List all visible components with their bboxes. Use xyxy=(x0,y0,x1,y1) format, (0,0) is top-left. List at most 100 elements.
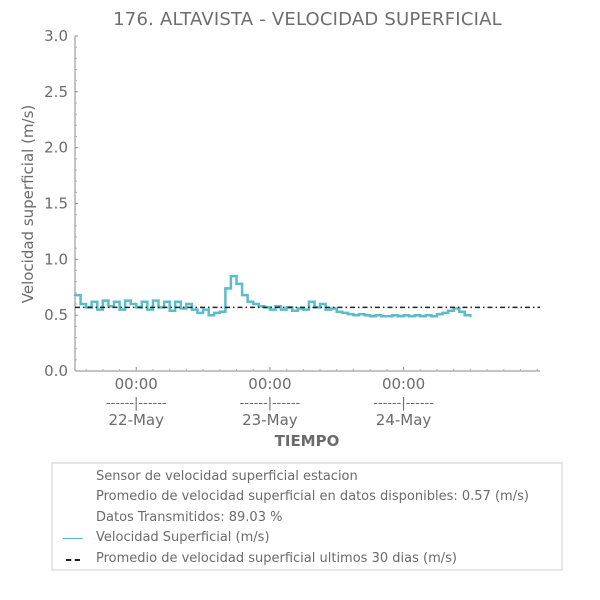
legend-entry-label: Datos Transmitidos: 89.03 % xyxy=(96,510,283,525)
data-point xyxy=(135,306,138,309)
data-point xyxy=(185,302,188,306)
y-tick-label: 0.0 xyxy=(44,362,68,380)
data-point xyxy=(407,315,411,318)
data-point xyxy=(424,314,427,317)
y-tick-label: 2.0 xyxy=(44,139,68,157)
data-point xyxy=(463,314,466,317)
data-point xyxy=(179,307,182,310)
legend-entry-label: Promedio de velocidad superficial ultimo… xyxy=(96,551,457,566)
data-point xyxy=(168,309,171,312)
data-point xyxy=(368,315,372,318)
data-point xyxy=(207,314,210,317)
legend-entry: Velocidad Superficial (m/s) xyxy=(53,528,563,548)
data-point xyxy=(469,315,472,318)
x-tick-separator: ------|------ xyxy=(106,396,167,411)
y-tick-label: 1.0 xyxy=(44,250,68,268)
legend-entry: Promedio de velocidad superficial en dat… xyxy=(53,487,563,507)
data-point xyxy=(430,315,433,318)
x-tick-date: 22-May xyxy=(108,411,164,429)
series-line-velocity xyxy=(75,274,472,318)
data-point xyxy=(129,302,132,306)
data-point xyxy=(151,299,155,302)
data-point xyxy=(374,314,377,317)
data-point xyxy=(352,314,355,317)
x-tick-time: 00:00 xyxy=(115,375,158,393)
y-tick-label: 1.5 xyxy=(44,195,68,213)
data-point xyxy=(357,312,361,316)
data-point xyxy=(285,306,288,309)
data-point xyxy=(229,274,233,278)
legend-dashdot-swatch xyxy=(66,559,80,561)
data-point xyxy=(302,308,305,311)
data-point xyxy=(201,308,205,311)
data-point xyxy=(435,312,439,316)
y-tick-label: 3.0 xyxy=(44,27,68,45)
data-point xyxy=(79,302,82,306)
legend-entry-label: Velocidad Superficial (m/s) xyxy=(96,530,270,545)
legend-entry-label: Promedio de velocidad superficial en dat… xyxy=(96,489,529,504)
data-point xyxy=(84,306,88,309)
data-point xyxy=(419,315,422,318)
legend-entry: Promedio de velocidad superficial ultimo… xyxy=(53,549,563,569)
data-point xyxy=(318,302,322,306)
data-point xyxy=(73,293,77,297)
y-tick-label: 2.5 xyxy=(44,83,68,101)
data-point xyxy=(307,300,311,303)
data-point xyxy=(380,315,383,318)
y-axis-label: Velocidad superficial (m/s) xyxy=(19,105,37,304)
data-point xyxy=(363,314,366,317)
x-axis-label: TIEMPO xyxy=(275,432,340,450)
data-point xyxy=(396,315,400,318)
data-point xyxy=(385,315,389,318)
x-tick-date: 23-May xyxy=(242,411,298,429)
y-tick-label: 0.5 xyxy=(44,306,68,324)
data-point xyxy=(101,299,105,302)
data-point xyxy=(90,300,93,303)
data-point xyxy=(413,314,416,317)
data-point xyxy=(213,311,216,315)
x-tick-separator: ------|------ xyxy=(240,396,301,411)
legend-entry-label: Sensor de velocidad superficial estacion xyxy=(96,469,358,484)
data-point xyxy=(341,311,344,315)
data-point xyxy=(268,308,272,311)
data-point xyxy=(296,307,299,310)
data-point xyxy=(391,314,394,317)
data-point xyxy=(174,300,177,303)
legend-line-swatch xyxy=(63,538,83,539)
data-point xyxy=(218,310,221,313)
data-point xyxy=(291,309,294,312)
legend-entry: Sensor de velocidad superficial estacion xyxy=(53,467,563,487)
data-point xyxy=(252,302,255,306)
x-tick-separator: ------|------ xyxy=(373,396,434,411)
data-point xyxy=(441,311,444,315)
data-point xyxy=(162,300,166,303)
data-point xyxy=(279,308,283,311)
data-point xyxy=(458,310,461,313)
data-point xyxy=(196,311,199,315)
data-point xyxy=(240,293,244,297)
data-point xyxy=(446,309,450,312)
data-point xyxy=(96,308,99,311)
data-point xyxy=(346,312,350,316)
chart-title: 176. ALTAVISTA - VELOCIDAD SUPERFICIAL xyxy=(113,9,502,30)
data-point xyxy=(112,300,116,303)
data-point xyxy=(402,314,405,317)
data-point xyxy=(246,300,249,303)
data-point xyxy=(235,282,238,286)
x-tick-time: 00:00 xyxy=(382,375,425,393)
data-point xyxy=(123,299,127,302)
x-tick-time: 00:00 xyxy=(248,375,291,393)
data-point xyxy=(324,308,327,311)
data-point xyxy=(118,308,121,311)
legend: Sensor de velocidad superficial estacion… xyxy=(51,462,563,571)
data-point xyxy=(335,310,338,313)
data-point xyxy=(224,287,227,290)
legend-entry: Datos Transmitidos: 89.03 % xyxy=(53,508,563,528)
data-point xyxy=(330,307,333,310)
plot-area: 0.00.51.01.52.02.53.000:00------|------2… xyxy=(19,27,540,450)
data-point xyxy=(190,308,194,311)
x-tick-date: 24-May xyxy=(376,411,432,429)
data-point xyxy=(140,300,143,303)
data-point xyxy=(146,308,149,311)
